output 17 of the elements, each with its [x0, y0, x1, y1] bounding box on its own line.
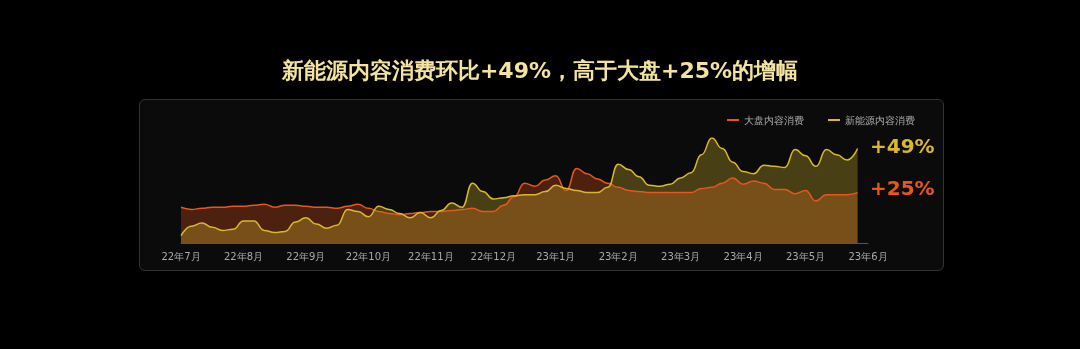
legend-label: 大盘内容消费	[744, 114, 804, 126]
x-tick-label: 22年7月	[161, 250, 201, 262]
text: +25%	[870, 176, 935, 200]
x-tick-label: 23年4月	[723, 250, 763, 262]
x-tick-label: 23年2月	[598, 250, 638, 262]
x-tick-label: 22年10月	[345, 250, 392, 262]
legend-label: 新能源内容消费	[845, 114, 915, 126]
x-tick-label: 23年1月	[536, 250, 576, 262]
x-tick-label: 23年5月	[786, 250, 826, 262]
x-tick-label: 22年11月	[408, 250, 454, 262]
x-tick-label: 23年6月	[848, 250, 888, 262]
x-tick-label: 22年8月	[223, 250, 263, 262]
text: +49%	[870, 134, 935, 158]
x-tick-label: 22年12月	[470, 250, 516, 262]
x-tick-label: 23年3月	[661, 250, 701, 262]
x-tick-label: 22年9月	[286, 250, 326, 262]
chart-title: 新能源内容消费环比+49%，高于大盘+25%的增幅	[280, 57, 799, 83]
